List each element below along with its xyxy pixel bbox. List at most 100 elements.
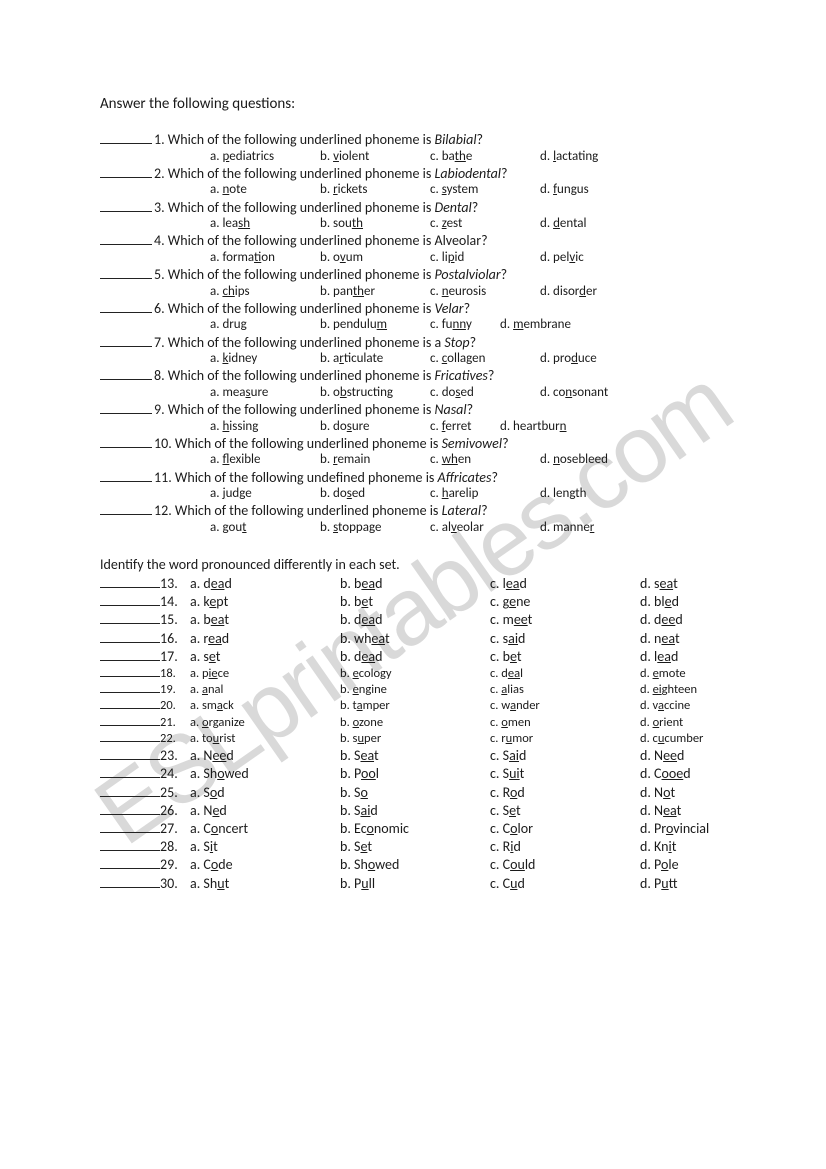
answer-blank[interactable] [100, 666, 160, 677]
option-a: a. organize [190, 715, 340, 731]
answer-blank[interactable] [100, 469, 152, 481]
option-b: b. Pull [340, 875, 490, 893]
option-b: b. dosed [320, 486, 430, 502]
option-d: d. eighteen [640, 682, 697, 698]
option-d: d. length [540, 486, 650, 502]
option-a: a. judge [210, 486, 320, 502]
option-c: c. rumor [490, 731, 640, 747]
answer-blank[interactable] [100, 857, 160, 869]
answer-blank[interactable] [100, 368, 152, 380]
answer-blank[interactable] [100, 731, 160, 742]
phoneme-term: Postalviolar [434, 266, 500, 283]
option-d: d. nosebleed [540, 452, 650, 468]
answer-blank[interactable] [100, 821, 160, 833]
phoneme-term: Nasal [434, 401, 466, 418]
answer-blank[interactable] [100, 503, 152, 515]
answer-blank[interactable] [100, 166, 152, 178]
option-a: a. chips [210, 284, 320, 300]
option-d: d. Knit [640, 838, 676, 856]
options-row: a. formationb. ovumc. lipidd. pelvic [100, 250, 756, 266]
answer-blank[interactable] [100, 233, 152, 245]
underlined-segment: ea [361, 648, 375, 665]
options-row: a. pediatricsb. violentc. bathed. lactat… [100, 149, 756, 165]
row-number: 17. [160, 648, 190, 666]
content: Answer the following questions: 1. Which… [100, 95, 756, 893]
answer-blank[interactable] [100, 766, 160, 778]
option-c: c. Could [490, 856, 640, 874]
question-9: 9. Which of the following underlined pho… [100, 401, 756, 435]
answer-blank[interactable] [100, 698, 160, 709]
underlined-phoneme: l [553, 149, 556, 164]
answer-blank[interactable] [100, 132, 152, 144]
underlined-phoneme: n [553, 452, 560, 467]
option-b: b. dosure [320, 419, 430, 435]
underlined-segment: a [501, 682, 507, 697]
underlined-segment: ea [508, 666, 520, 681]
answer-blank[interactable] [100, 612, 160, 624]
underlined-segment: e [509, 593, 516, 610]
answer-blank[interactable] [100, 334, 152, 346]
option-a: a. Code [190, 856, 340, 874]
row-number: 21. [160, 715, 190, 731]
option-a: a. Shut [190, 875, 340, 893]
row-number: 14. [160, 593, 190, 611]
question-7: 7. Which of the following underlined pho… [100, 334, 756, 368]
underlined-segment: ie [209, 666, 218, 681]
underlined-segment: u [510, 875, 517, 892]
option-a: a. read [190, 630, 340, 648]
underlined-segment: o [501, 715, 508, 730]
answer-blank[interactable] [100, 199, 152, 211]
underlined-phoneme: h [222, 419, 229, 434]
option-b: b. ozone [340, 715, 490, 731]
option-a: a. beat [190, 611, 340, 629]
underlined-phoneme: n [222, 182, 229, 197]
answer-blank[interactable] [100, 436, 152, 448]
underlined-phoneme: s [347, 486, 352, 501]
underlined-segment: o [211, 856, 218, 873]
underlined-phoneme: h [442, 486, 449, 501]
underlined-phoneme: n [560, 419, 567, 434]
answer-blank[interactable] [100, 576, 160, 588]
option-a: a. Need [190, 747, 340, 765]
phoneme-term: Lateral [442, 502, 482, 519]
option-d: d. lead [640, 648, 678, 666]
answer-blank[interactable] [100, 875, 160, 887]
option-a: a. Concert [190, 820, 340, 838]
option-d: d. bled [640, 593, 679, 611]
option-b: b. articulate [320, 351, 430, 367]
option-b: b. ecology [340, 666, 490, 682]
option-b: b. Pool [340, 765, 490, 783]
underlined-phoneme: th [353, 284, 364, 299]
underlined-segment: o [661, 856, 668, 873]
row-number: 30. [160, 875, 190, 893]
set-row-22: 22. a. touristb. superc. rumord. cucumbe… [100, 731, 756, 747]
answer-blank[interactable] [100, 839, 160, 851]
set-row-19: 19. a. analb. enginec. aliasd. eighteen [100, 682, 756, 698]
set-row-24: 24. a. Showedb. Poolc. Suitd. Cooed [100, 765, 756, 783]
question-4: 4. Which of the following underlined pho… [100, 232, 756, 266]
underlined-segment: o [353, 715, 359, 730]
answer-blank[interactable] [100, 402, 152, 414]
answer-blank[interactable] [100, 649, 160, 661]
underlined-segment: ea [211, 575, 225, 592]
underlined-segment: o [202, 715, 209, 730]
answer-blank[interactable] [100, 267, 152, 279]
answer-blank[interactable] [100, 803, 160, 815]
options-row: a. goutb. stoppagec. alveolard. manner [100, 520, 756, 536]
answer-blank[interactable] [100, 715, 160, 726]
underlined-segment: u [217, 875, 224, 892]
option-a: a. gout [210, 520, 320, 536]
underlined-phoneme: k [222, 351, 228, 366]
underlined-segment: ea [371, 630, 385, 647]
answer-blank[interactable] [100, 682, 160, 693]
option-b: b. bet [340, 593, 490, 611]
answer-blank[interactable] [100, 594, 160, 606]
answer-blank[interactable] [100, 301, 152, 313]
underlined-segment: e [510, 648, 517, 665]
answer-blank[interactable] [100, 630, 160, 642]
answer-blank[interactable] [100, 748, 160, 760]
underlined-segment: o [217, 765, 224, 782]
answer-blank[interactable] [100, 784, 160, 796]
set-row-29: 29.a. Codeb. Showedc. Couldd. Pole [100, 856, 756, 874]
underlined-phoneme: p [448, 250, 455, 265]
